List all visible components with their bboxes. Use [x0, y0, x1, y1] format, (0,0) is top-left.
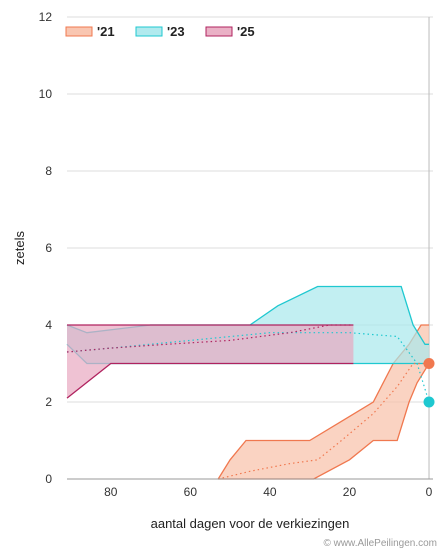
legend: '21 '23 '25 — [65, 24, 255, 39]
x-axis-title: aantal dagen voor de verkiezingen — [151, 516, 350, 531]
y-tick-label: 8 — [45, 164, 52, 178]
y-tick-label: 12 — [39, 10, 53, 24]
legend-swatch-1 — [65, 26, 93, 37]
series-bands — [66, 285, 430, 480]
series-trend-2 — [66, 332, 430, 403]
x-tick-label: 0 — [426, 485, 433, 499]
legend-swatch-3 — [205, 26, 233, 37]
y-tick-label: 10 — [39, 87, 53, 101]
y-tick-label: 2 — [45, 395, 52, 409]
x-tick-label: 40 — [263, 485, 277, 499]
x-tick-label: 80 — [104, 485, 118, 499]
series-trend-lines — [66, 324, 430, 480]
y-axis-title: zetels — [12, 231, 27, 265]
legend-label-3: '25 — [237, 24, 255, 39]
watermark: © www.AllePeilingen.com — [323, 538, 437, 549]
x-tick-label: 20 — [343, 485, 357, 499]
series-trend-1 — [218, 362, 425, 480]
y-tick-label: 6 — [45, 241, 52, 255]
axes: 0 2 4 6 8 10 12 80 60 40 20 0 — [39, 10, 433, 499]
series-end-markers — [423, 358, 435, 408]
series-lower-line-3 — [66, 362, 354, 399]
legend-label-1: '21 — [97, 24, 115, 39]
series-end-point-2 — [423, 396, 435, 408]
series-end-point-1 — [423, 358, 435, 369]
legend-swatch-2 — [135, 26, 163, 37]
legend-label-2: '23 — [167, 24, 185, 39]
x-tick-label: 60 — [184, 485, 198, 499]
y-tick-label: 0 — [45, 472, 52, 486]
y-tick-label: 4 — [45, 318, 52, 332]
series-band-3 — [67, 325, 354, 399]
